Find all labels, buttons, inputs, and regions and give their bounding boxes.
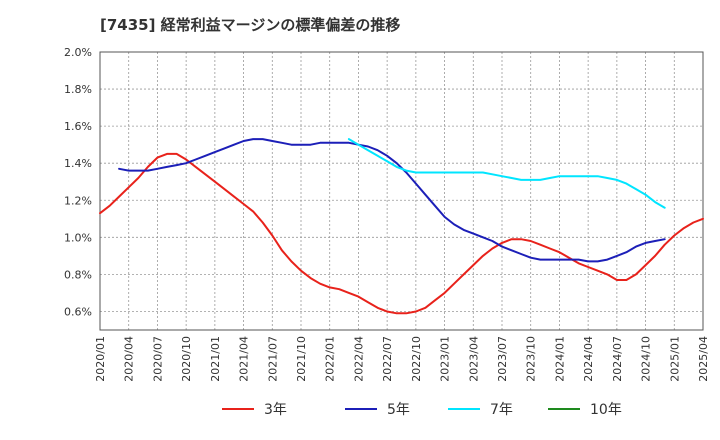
legend-label: 10年	[590, 402, 622, 418]
x-tick-label: 2022/04	[352, 336, 365, 382]
x-tick-label: 2020/10	[180, 336, 193, 382]
x-tick-label: 2020/07	[151, 336, 164, 382]
x-tick-label: 2022/07	[381, 336, 394, 382]
series-line-2	[118, 138, 666, 263]
chart-title: [7435] 経常利益マージンの標準偏差の推移	[100, 16, 401, 34]
x-tick-label: 2023/01	[439, 336, 452, 382]
x-tick-label: 2022/01	[324, 336, 337, 382]
x-tick-label: 2024/01	[553, 336, 566, 382]
legend-label: 3年	[264, 402, 287, 418]
y-tick-label: 0.6%	[64, 305, 92, 318]
x-tick-label: 2023/04	[467, 336, 480, 382]
plot-area	[100, 52, 703, 330]
y-tick-label: 1.8%	[64, 83, 92, 96]
x-tick-label: 2020/01	[94, 336, 107, 382]
y-tick-label: 2.0%	[64, 46, 92, 59]
x-tick-label: 2021/07	[266, 336, 279, 382]
y-tick-label: 0.8%	[64, 268, 92, 281]
plot-border	[99, 51, 704, 331]
legend-label: 7年	[490, 402, 513, 418]
x-tick-label: 2022/10	[410, 336, 423, 382]
y-tick-label: 1.0%	[64, 231, 92, 244]
series-line-1	[99, 152, 704, 315]
x-tick-label: 2024/10	[640, 336, 653, 382]
x-tick-label: 2023/07	[496, 336, 509, 382]
x-tick-label: 2021/04	[238, 336, 251, 382]
series-line-3	[347, 138, 666, 209]
legend-label: 5年	[387, 402, 410, 418]
x-tick-label: 2025/01	[668, 336, 681, 382]
x-tick-label: 2025/04	[697, 336, 710, 382]
x-tick-label: 2024/07	[611, 336, 624, 382]
y-tick-label: 1.2%	[64, 194, 92, 207]
x-tick-label: 2021/10	[295, 336, 308, 382]
x-tick-label: 2020/04	[123, 336, 136, 382]
x-tick-label: 2024/04	[582, 336, 595, 382]
x-tick-label: 2023/10	[525, 336, 538, 382]
y-tick-label: 1.4%	[64, 157, 92, 170]
y-tick-label: 1.6%	[64, 120, 92, 133]
x-tick-label: 2021/01	[209, 336, 222, 382]
